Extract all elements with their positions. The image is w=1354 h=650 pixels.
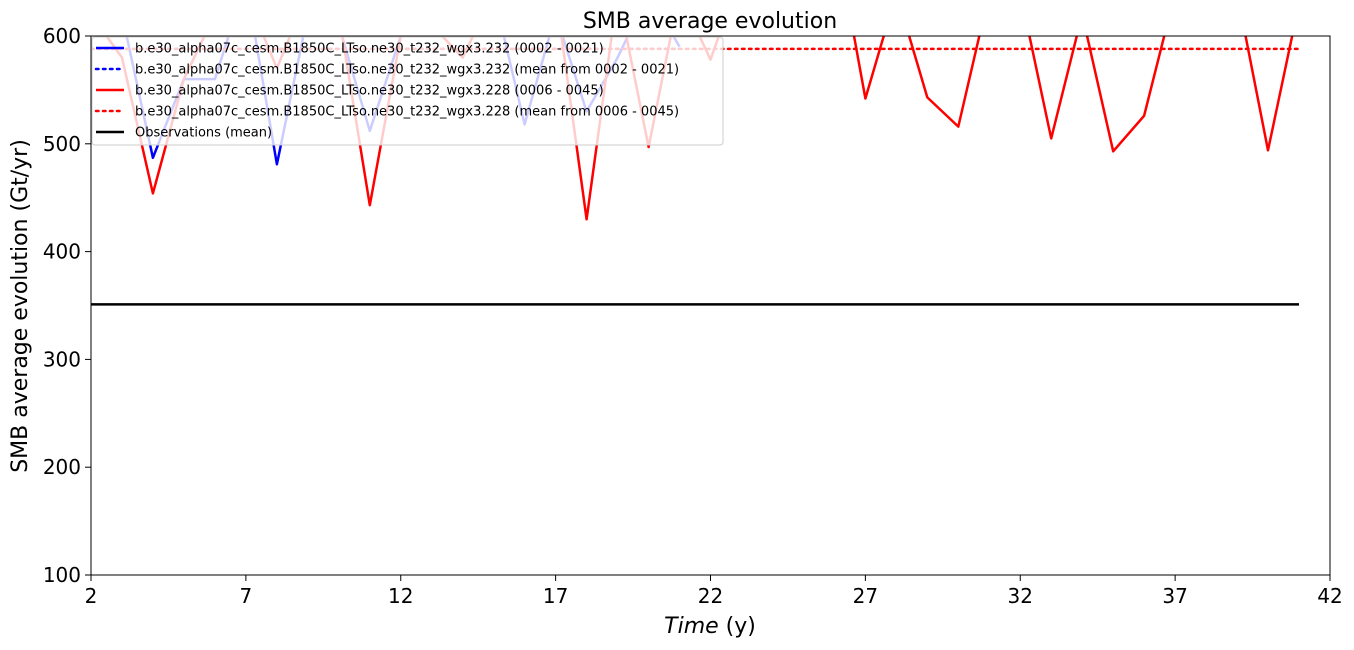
legend-label-2: b.e30_alpha07c_cesm.B1850C_LTso.ne30_t23… (135, 84, 604, 99)
x-axis-label-italic: Time (664, 614, 719, 639)
x-tick-label: 7 (240, 584, 253, 608)
y-tick-label: 500 (43, 132, 81, 156)
x-tick-label: 32 (1008, 584, 1033, 608)
legend-label-0: b.e30_alpha07c_cesm.B1850C_LTso.ne30_t23… (135, 42, 604, 57)
y-tick-label: 200 (43, 455, 81, 479)
y-tick-label: 100 (43, 563, 81, 587)
y-tick-label: 300 (43, 347, 81, 371)
y-axis-label: SMB average evolution (Gt/yr) (8, 139, 33, 473)
x-tick-label: 27 (853, 584, 878, 608)
x-tick-label: 2 (85, 584, 98, 608)
y-tick-label: 400 (43, 240, 81, 264)
x-tick-label: 22 (698, 584, 723, 608)
x-axis-label-unit: (y) (719, 614, 756, 639)
series-line-2 (104, 36, 1294, 221)
x-axis-label: Time (y) (664, 614, 756, 639)
legend-label-4: Observations (mean) (135, 126, 272, 141)
legend-frame (91, 36, 724, 146)
legend-label-1: b.e30_alpha07c_cesm.B1850C_LTso.ne30_t23… (135, 63, 679, 78)
y-axis: 100 200 300 400 500 600 (43, 24, 91, 587)
legend-label-3: b.e30_alpha07c_cesm.B1850C_LTso.ne30_t23… (135, 105, 679, 120)
chart-title: SMB average evolution (583, 9, 837, 34)
x-tick-label: 37 (1162, 584, 1187, 608)
x-tick-label: 12 (388, 584, 413, 608)
x-tick-label: 42 (1317, 584, 1342, 608)
x-tick-label: 17 (543, 584, 568, 608)
x-axis: 2 7 12 17 22 27 32 37 42 (85, 575, 1343, 608)
y-tick-label: 600 (43, 24, 81, 48)
legend: b.e30_alpha07c_cesm.B1850C_LTso.ne30_t23… (91, 36, 724, 146)
